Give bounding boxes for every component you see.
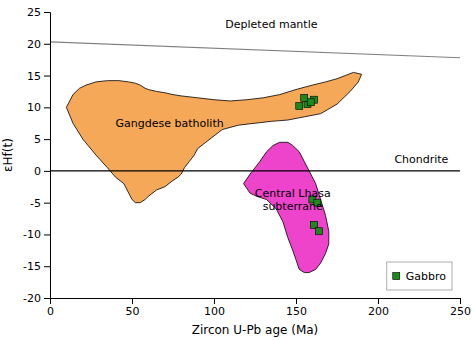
point — [311, 221, 318, 228]
tick-mark — [44, 203, 50, 204]
annotation: Depleted mantle — [225, 18, 317, 31]
point — [315, 228, 322, 235]
plot-area — [50, 42, 460, 273]
line — [50, 170, 460, 171]
polygon — [244, 142, 329, 272]
y-axis-title: εHf(t) — [1, 138, 15, 172]
tick: 250 — [450, 298, 471, 318]
point — [301, 94, 308, 101]
polygon — [66, 72, 361, 202]
tick: 15 — [27, 70, 50, 83]
tick-label: -10 — [23, 228, 41, 241]
tick-mark — [44, 107, 50, 108]
tick-label: 250 — [450, 305, 471, 318]
tick-label: 100 — [204, 305, 225, 318]
x-axis-title: Zircon U-Pb age (Ma) — [192, 323, 319, 337]
tick-mark — [460, 298, 461, 304]
tick-label: 10 — [27, 101, 41, 114]
tick: 0 — [47, 298, 54, 318]
tick-label: 0 — [47, 305, 54, 318]
legend-label: Gabbro — [406, 270, 447, 283]
tick: 50 — [126, 298, 140, 318]
tick-mark — [132, 298, 133, 304]
tick: -15 — [23, 260, 50, 273]
annotations: Depleted mantle Chondrite Gangdese batholi… — [116, 18, 449, 212]
tick-label: 50 — [126, 305, 140, 318]
tick: 100 — [204, 298, 225, 318]
point — [307, 99, 314, 106]
plot-root: 0 50 100 150 200 250 -20 -15 -10 -5 0 5 10 15 20 25 Zirc… — [1, 6, 471, 337]
tick-mark — [44, 12, 50, 13]
legend: Gabbro — [387, 262, 452, 290]
tick-mark — [296, 298, 297, 304]
tick-mark — [44, 234, 50, 235]
tick: 5 — [34, 133, 50, 146]
tick-label: 20 — [27, 38, 41, 51]
tick-label: -5 — [30, 197, 41, 210]
tick: -20 — [23, 292, 50, 305]
tick-mark — [44, 298, 50, 299]
tick-mark — [214, 298, 215, 304]
tick-mark — [378, 298, 379, 304]
tick: 20 — [27, 38, 50, 51]
chart-svg: 0 50 100 150 200 250 -20 -15 -10 -5 0 5 10 15 20 25 Zirc… — [0, 0, 474, 340]
tick-mark — [44, 171, 50, 172]
tick-label: 15 — [27, 70, 41, 83]
line — [50, 42, 460, 58]
tick: 25 — [27, 6, 50, 19]
tick-mark — [44, 44, 50, 45]
annotation: Central Lhasasubterrane — [255, 187, 331, 213]
tick: 10 — [27, 101, 50, 114]
tick-label: 25 — [27, 6, 41, 19]
tick: 0 — [34, 165, 50, 178]
tick: 200 — [368, 298, 389, 318]
tick-label: -15 — [23, 260, 41, 273]
tick: -5 — [30, 197, 50, 210]
tick-mark — [44, 266, 50, 267]
annotation: Chondrite — [394, 153, 448, 166]
x-axis: 0 50 100 150 200 250 — [47, 298, 471, 318]
tick-label: 5 — [34, 133, 41, 146]
tick-label: 200 — [368, 305, 389, 318]
legend-box — [387, 262, 452, 290]
tick: 150 — [286, 298, 307, 318]
legend-symbol — [393, 273, 400, 280]
tick: -10 — [23, 228, 50, 241]
legend-item: Gabbro — [393, 270, 447, 283]
tick-mark — [44, 76, 50, 77]
tick-mark — [44, 139, 50, 140]
y-axis: -20 -15 -10 -5 0 5 10 15 20 25 — [23, 6, 50, 305]
tick-label: 150 — [286, 305, 307, 318]
scatter-series — [296, 94, 323, 234]
tick-label: 0 — [34, 165, 41, 178]
axis-line — [51, 299, 461, 305]
annotation: Gangdese batholith — [116, 117, 224, 130]
axis-line — [44, 13, 51, 299]
tick-label: -20 — [23, 292, 41, 305]
point — [296, 103, 303, 110]
